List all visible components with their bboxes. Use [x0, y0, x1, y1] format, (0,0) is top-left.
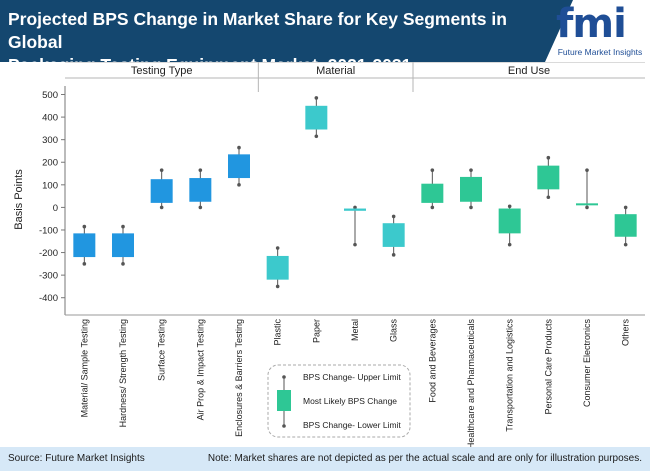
category-label: Air Prop & Impact Testing [195, 319, 205, 420]
y-tick-label: 500 [42, 90, 58, 101]
y-tick-label: -100 [39, 225, 58, 236]
category-label: Healthcare and Pharmaceuticals [466, 319, 476, 447]
logo-subtitle: Future Market Insights [557, 47, 643, 57]
upper-limit-point [391, 214, 396, 219]
bps-box [73, 233, 96, 258]
lower-limit-point [237, 183, 241, 187]
group-label: End Use [508, 65, 550, 77]
lower-limit-point [159, 205, 164, 210]
group-label: Material [316, 65, 355, 77]
legend-upper-label: BPS Change- Upper Limit [303, 372, 401, 382]
bps-box [305, 105, 328, 130]
category-label: Enclosures & Barriers Testing [234, 319, 244, 437]
upper-limit-point [121, 224, 125, 229]
bps-box [150, 179, 173, 203]
title-band [0, 0, 573, 62]
bps-box [266, 255, 289, 280]
upper-limit-point [159, 168, 164, 172]
upper-limit-point [353, 205, 357, 210]
bps-box [576, 203, 598, 206]
upper-limit-point [275, 246, 280, 250]
category-label: Metal [350, 319, 360, 341]
legend-upper-point [282, 375, 286, 379]
lower-limit-point [623, 242, 628, 247]
legend-swatch [277, 390, 291, 411]
category-label: Consumer Electronics [582, 319, 592, 408]
lower-limit-point [314, 134, 319, 139]
lower-limit-point [585, 205, 589, 210]
upper-limit-point [314, 96, 319, 100]
disclaimer-note: Note: Market shares are not depicted as … [207, 453, 642, 464]
upper-limit-point [82, 224, 87, 229]
upper-limit-point [198, 168, 203, 172]
bps-box [614, 214, 637, 237]
bps-box [421, 183, 444, 203]
y-tick-label: 400 [42, 113, 58, 124]
upper-limit-point [546, 155, 551, 160]
category-label: Food and Beverages [427, 319, 437, 403]
category-label: Paper [311, 319, 321, 343]
upper-limit-point [469, 168, 473, 172]
lower-limit-point [121, 262, 125, 266]
lower-limit-point [391, 253, 396, 257]
y-tick-label: -200 [39, 248, 58, 259]
lower-limit-point [82, 262, 87, 266]
lower-limit-point [507, 242, 512, 247]
lower-limit-point [546, 195, 551, 200]
upper-limit-point [623, 205, 628, 210]
bps-boxplot-chart: Testing Type Material End Use -400 -300 -200 -… [13, 62, 645, 447]
y-axis-label: Basis Points [13, 169, 25, 230]
category-label: Personal Care Products [543, 319, 553, 415]
header: Projected BPS Change in Market Share for… [0, 0, 650, 75]
bps-box [537, 165, 560, 190]
bps-box [382, 223, 405, 247]
bps-box [112, 233, 134, 258]
category-label: Material/ Sample Testing [79, 319, 89, 417]
logo-letters: fmi [556, 1, 627, 47]
lower-limit-point [275, 284, 280, 289]
bps-box [189, 178, 212, 202]
upper-limit-point [237, 145, 241, 150]
title-line-2: Packaging Testing Equipment Market, 2021… [8, 55, 412, 75]
lower-limit-point [430, 205, 435, 210]
category-label: Glass [389, 319, 399, 343]
category-label: Hardness/ Strength Testing [118, 319, 128, 427]
bps-box [460, 176, 482, 202]
bps-box [344, 208, 366, 211]
y-tick-label: -400 [39, 293, 58, 304]
lower-limit-point [353, 242, 357, 247]
title-line-1: Projected BPS Change in Market Share for… [8, 9, 507, 52]
upper-limit-point [507, 204, 512, 209]
upper-limit-point [430, 168, 435, 172]
chart-title: Projected BPS Change in Market Share for… [8, 8, 528, 77]
legend-box [267, 364, 411, 438]
category-label: Others [621, 319, 631, 347]
bps-box [498, 208, 521, 234]
legend-lower-label: BPS Change- Lower Limit [303, 420, 401, 430]
y-tick-label: 200 [42, 158, 58, 169]
y-tick-label: -300 [39, 271, 58, 282]
source-note: Source: Future Market Insights [8, 453, 145, 464]
category-label: Plastic [273, 319, 283, 346]
legend-lower-point [282, 424, 286, 428]
bps-box [228, 154, 250, 179]
upper-limit-point [585, 168, 589, 172]
footer: Source: Future Market Insights Note: Mar… [0, 447, 650, 471]
category-label: Transportation and Logistics [505, 319, 515, 432]
lower-limit-point [469, 205, 473, 210]
y-tick-label: 100 [42, 180, 58, 191]
lower-limit-point [198, 205, 203, 210]
y-tick-label: 300 [42, 135, 58, 146]
fmi-logo: fmi Future Market Insights [552, 2, 648, 60]
category-label: Surface Testing [157, 319, 167, 381]
y-tick-label: 0 [53, 203, 58, 214]
group-label: Testing Type [131, 65, 193, 77]
legend-likely-label: Most Likely BPS Change [303, 396, 397, 406]
